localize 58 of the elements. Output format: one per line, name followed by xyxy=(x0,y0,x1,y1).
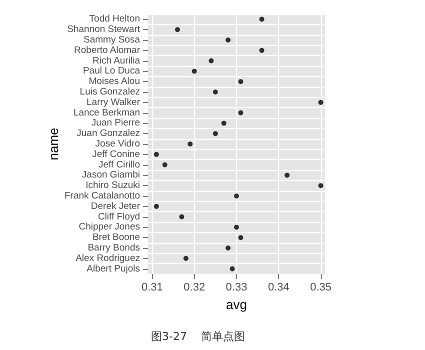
y-tick-label: Cliff Floyd xyxy=(98,211,140,222)
y-tick-label: Todd Helton xyxy=(89,14,140,25)
y-tick-label: Juan Pierre xyxy=(91,118,140,129)
point xyxy=(230,266,235,272)
y-tick-label: Albert Pujols xyxy=(86,263,140,274)
point xyxy=(234,194,239,198)
y-tick-label: Ichiro Suzuki xyxy=(86,180,140,192)
y-tick-label: Sammy Sosa xyxy=(84,34,141,46)
y-tick-label: Rich Aurilia xyxy=(92,55,141,66)
y-tick-label: Bret Boone xyxy=(92,232,140,244)
x-tick-label: 0.35 xyxy=(310,282,332,294)
point xyxy=(284,172,290,178)
point xyxy=(259,48,264,53)
point xyxy=(175,27,180,32)
y-tick-label: Larry Walker xyxy=(86,96,140,108)
y-tick-label: Roberto Alomar xyxy=(74,44,140,56)
point xyxy=(183,256,188,261)
point xyxy=(154,204,159,209)
y-tick-label: Jeff Cirillo xyxy=(98,159,140,170)
point xyxy=(238,79,244,84)
point xyxy=(318,100,324,105)
point xyxy=(179,214,184,220)
point xyxy=(212,90,218,94)
y-axis-title: name xyxy=(46,128,61,160)
x-axis-title: avg xyxy=(226,296,247,312)
point xyxy=(221,120,226,126)
y-tick-label: Jeff Conine xyxy=(92,148,140,160)
caption: 图3-27 简单点图 xyxy=(151,330,245,343)
y-tick-label: Frank Catalanotto xyxy=(64,190,140,202)
y-tick-label: Jose Vidro xyxy=(95,138,140,150)
y-tick-label: Jason Giambi xyxy=(82,170,140,181)
point xyxy=(259,16,264,22)
point xyxy=(192,68,197,74)
point xyxy=(226,246,231,250)
y-tick-label: Paul Lo Duca xyxy=(82,66,141,77)
x-tick-label: 0.32 xyxy=(184,282,206,294)
point xyxy=(318,183,324,188)
x-tick-label: 0.34 xyxy=(268,282,290,294)
point xyxy=(238,110,244,116)
y-tick-label: Alex Rodriguez xyxy=(76,252,140,264)
x-tick-label: 0.33 xyxy=(226,282,248,294)
point xyxy=(212,131,218,136)
y-tick-label: Derek Jeter xyxy=(90,200,140,212)
y-tick-label: Moises Alou xyxy=(88,76,140,88)
point xyxy=(238,235,244,240)
y-tick-label: Luis Gonzalez xyxy=(80,86,140,98)
y-tick-label: Juan Gonzalez xyxy=(76,128,140,140)
point xyxy=(234,224,239,230)
y-tick-label: Lance Berkman xyxy=(73,107,140,118)
x-tick-label: 0.31 xyxy=(142,282,163,294)
point xyxy=(162,162,168,168)
y-tick-label: Barry Bonds xyxy=(88,242,140,254)
point xyxy=(154,152,159,157)
point xyxy=(188,142,193,146)
y-tick-label: Shannon Stewart xyxy=(67,24,140,36)
point xyxy=(208,58,214,64)
y-tick-label: Chipper Jones xyxy=(78,222,140,233)
point xyxy=(226,38,231,42)
